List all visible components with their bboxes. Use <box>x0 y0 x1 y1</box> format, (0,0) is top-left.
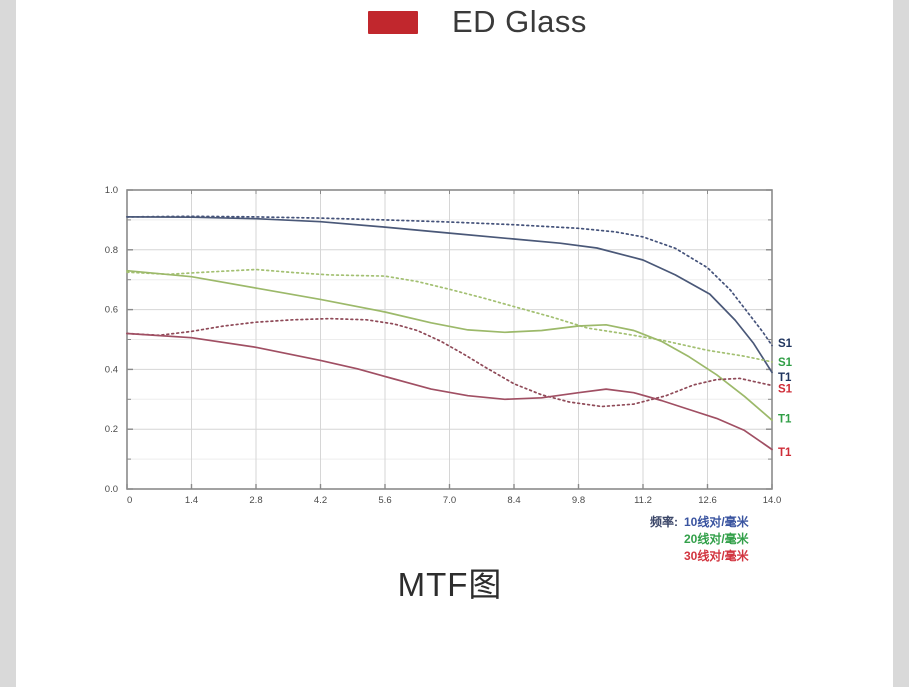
frequency-legend-items: 10线对/毫米 20线对/毫米 30线对/毫米 <box>684 514 749 565</box>
curve-t20 <box>126 269 773 422</box>
svg-text:7.0: 7.0 <box>443 495 456 506</box>
ed-glass-legend: ED Glass <box>368 0 587 44</box>
svg-text:0.6: 0.6 <box>105 305 118 316</box>
mtf-chart: 0.0 0.2 0.4 0.6 0.8 1.0 0 1.4 2.8 4.2 5.6 7.0 8.4 9.8… <box>80 170 820 520</box>
curve-end-label: S1 <box>778 357 793 369</box>
svg-text:0.4: 0.4 <box>105 364 118 375</box>
left-edge-strip <box>0 0 16 687</box>
curve-s30 <box>126 317 773 408</box>
ed-glass-swatch <box>368 10 418 34</box>
svg-text:11.2: 11.2 <box>634 495 652 506</box>
svg-text:1.0: 1.0 <box>105 185 118 196</box>
svg-text:0.8: 0.8 <box>105 245 118 256</box>
svg-text:9.8: 9.8 <box>572 495 585 506</box>
svg-text:8.4: 8.4 <box>507 495 520 506</box>
right-edge-strip <box>893 0 909 687</box>
svg-text:0: 0 <box>127 495 132 506</box>
mtf-chart-svg: 0.0 0.2 0.4 0.6 0.8 1.0 0 1.4 2.8 4.2 5.6 7.0 8.4 9.8… <box>105 185 793 506</box>
frequency-legend: 频率: 10线对/毫米 20线对/毫米 30线对/毫米 <box>650 514 749 565</box>
frequency-item-10lpmm: 10线对/毫米 <box>684 515 749 529</box>
chart-title: MTF图 <box>397 566 503 603</box>
svg-text:5.6: 5.6 <box>378 495 391 506</box>
svg-text:0.2: 0.2 <box>105 424 118 435</box>
curve-end-label: T1 <box>778 372 792 384</box>
svg-text:14.0: 14.0 <box>763 495 782 506</box>
curve-end-label: T1 <box>778 447 792 459</box>
svg-text:4.2: 4.2 <box>314 495 327 506</box>
frequency-item-20lpmm: 20线对/毫米 <box>684 532 749 546</box>
curve-t30 <box>126 332 773 451</box>
curve-t10 <box>126 216 773 374</box>
curve-s20 <box>126 268 773 363</box>
curve-s10 <box>126 215 773 347</box>
frequency-legend-prefix: 频率: <box>650 515 678 529</box>
svg-text:12.6: 12.6 <box>698 495 717 506</box>
curve-end-label: S1 <box>778 384 793 396</box>
svg-text:0.0: 0.0 <box>105 484 118 495</box>
curve-end-label: T1 <box>778 414 792 426</box>
svg-text:1.4: 1.4 <box>185 495 198 506</box>
ed-glass-label: ED Glass <box>452 4 587 39</box>
svg-text:2.8: 2.8 <box>249 495 262 506</box>
curve-end-label: S1 <box>778 338 793 350</box>
frequency-item-30lpmm: 30线对/毫米 <box>684 549 749 563</box>
